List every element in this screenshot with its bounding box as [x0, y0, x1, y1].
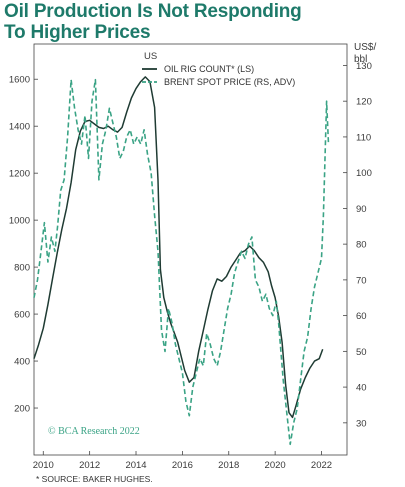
left-axis-tick-label: 1400	[9, 122, 30, 133]
chart-title-line-1: Oil Production Is Not Responding	[4, 1, 302, 22]
right-axis-tick-label: 110	[356, 132, 371, 143]
x-axis-tick-label: 2018	[218, 460, 239, 471]
legend-label-brent-price: BRENT SPOT PRICE (RS, ADV)	[164, 77, 295, 87]
left-axis-tick-label: 600	[14, 310, 30, 321]
left-axis-unit-label: US	[144, 51, 157, 62]
right-axis-tick-label: 40	[356, 383, 367, 394]
left-axis-tick-label: 1200	[9, 169, 30, 180]
chart-title-line-2: To Higher Prices	[4, 22, 151, 43]
right-axis-tick-label: 30	[356, 418, 367, 429]
brent-price-series-line	[33, 78, 330, 446]
right-axis-tick-label: 50	[356, 347, 367, 358]
right-axis-tick-label: 60	[356, 311, 367, 322]
right-axis-unit-label-line-1: US$/	[354, 42, 376, 53]
left-axis-tick-label: 400	[14, 357, 30, 368]
x-axis-tick-label: 2014	[125, 460, 146, 471]
source-footnote: * SOURCE: BAKER HUGHES.	[36, 474, 153, 484]
x-axis-tick-label: 2010	[33, 460, 54, 471]
x-axis-tick-label: 2020	[265, 460, 286, 471]
right-axis-tick-label: 80	[356, 240, 367, 251]
plot-frame	[33, 43, 348, 456]
right-axis-tick-label: 100	[356, 168, 372, 179]
left-axis-tick-label: 200	[14, 404, 30, 415]
left-axis-tick-label: 1000	[9, 216, 30, 227]
right-axis-unit-label-line-2: bbl	[354, 54, 367, 65]
x-axis-tick-label: 2016	[172, 460, 193, 471]
legend-label-rig-count: OIL RIG COUNT* (LS)	[164, 64, 254, 74]
right-axis-tick-label: 120	[356, 97, 372, 108]
x-axis-tick-label: 2012	[79, 460, 100, 471]
left-axis-tick-label: 1600	[9, 75, 30, 86]
right-axis-tick-label: 70	[356, 275, 367, 286]
x-axis-tick-label: 2022	[311, 460, 332, 471]
left-axis-tick-label: 800	[14, 263, 30, 274]
right-axis-tick-label: 90	[356, 204, 367, 215]
right-axis-tick-label: 130	[356, 61, 372, 72]
watermark-text: © BCA Research 2022	[48, 426, 140, 437]
